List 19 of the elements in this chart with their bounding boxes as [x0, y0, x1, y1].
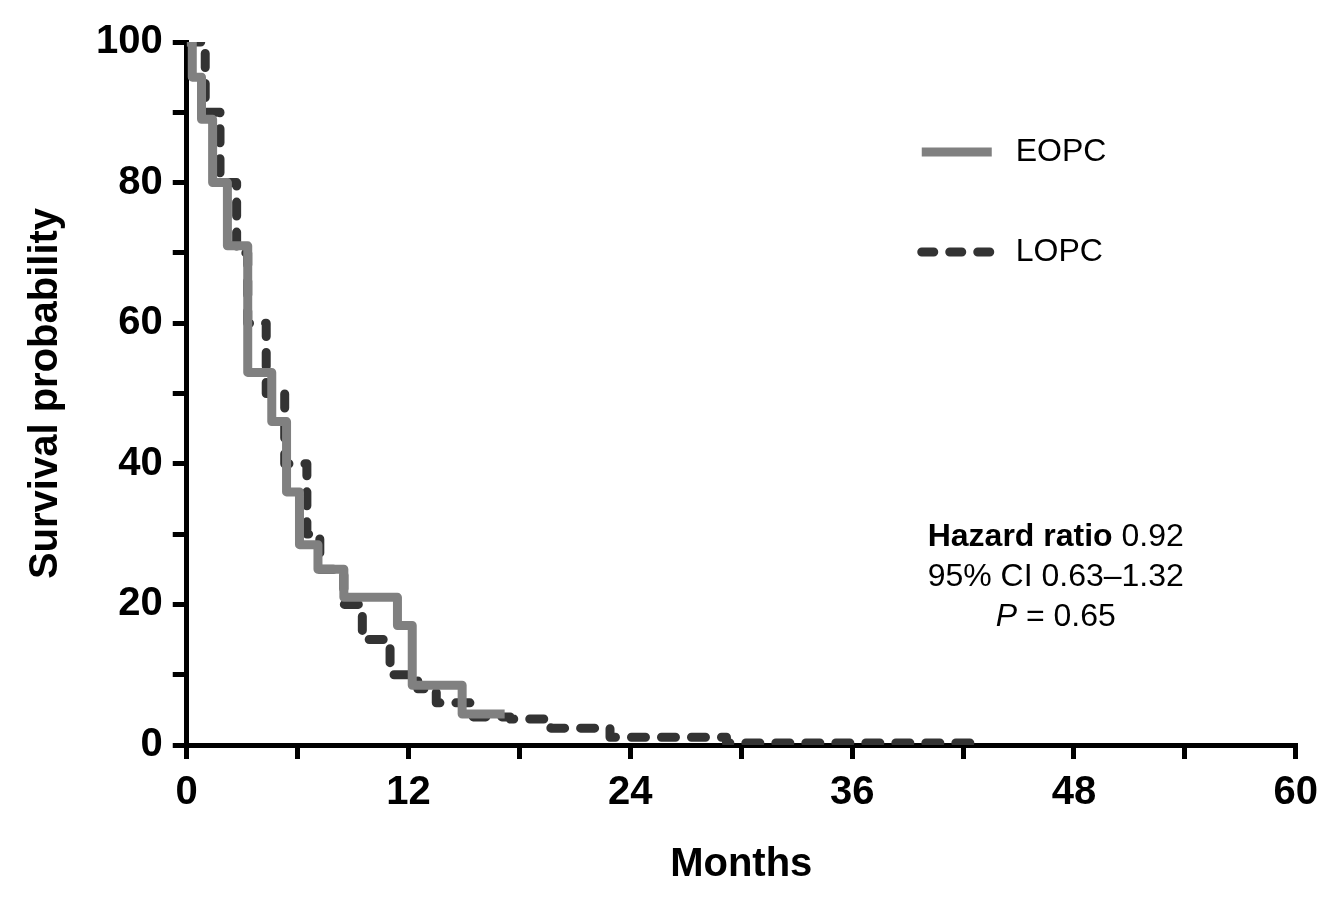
y-tick-label: 100 [95, 17, 163, 62]
y-tick-label: 20 [118, 579, 163, 624]
x-tick-label: 0 [175, 768, 198, 813]
x-tick-label: 24 [608, 768, 654, 813]
annotation: Hazard ratio 0.92 [927, 516, 1184, 553]
legend-label: LOPC [1015, 231, 1103, 268]
legend-label: EOPC [1015, 131, 1107, 168]
y-tick-label: 80 [118, 157, 163, 202]
x-axis-title: Months [670, 840, 813, 885]
y-tick-label: 0 [140, 720, 163, 765]
x-tick-label: 48 [1051, 768, 1097, 813]
x-tick-label: 12 [386, 768, 431, 813]
x-tick-label: 36 [829, 768, 875, 813]
annotation: P = 0.65 [995, 596, 1116, 633]
y-axis-title: Survival probability [21, 207, 66, 580]
y-tick-label: 60 [118, 298, 163, 343]
y-tick-label: 40 [118, 438, 163, 483]
x-tick-label: 60 [1273, 768, 1318, 813]
annotation: 95% CI 0.63–1.32 [927, 556, 1184, 593]
